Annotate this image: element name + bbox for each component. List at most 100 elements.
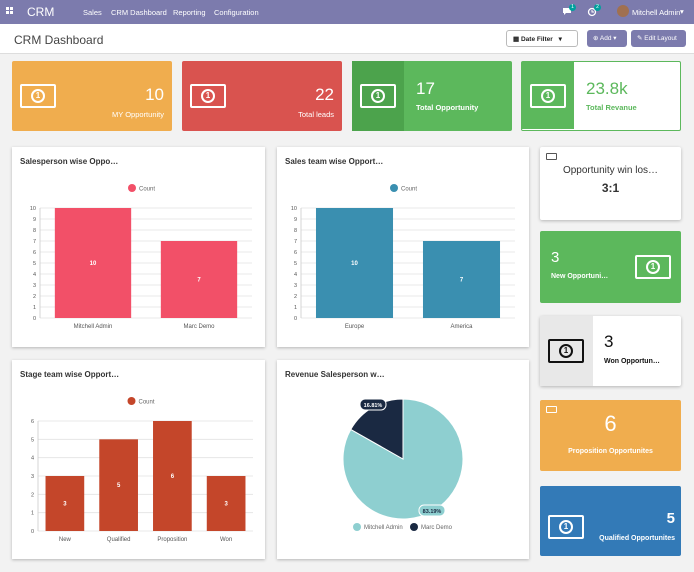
bar-data-label: 6 [171,474,175,480]
bar-data-label: 3 [224,502,228,508]
y-tick-label: 3 [294,283,297,289]
y-tick-label: 1 [31,511,34,517]
salesperson-chart-card: Salesperson wise Oppo… Count 0 1 2 3 4 5 6 7 8 9 10… [12,147,265,347]
x-tick-label: Qualified [107,537,131,543]
tile-qualified[interactable]: 1 5 Qualified Opportunites [540,486,681,556]
kpi-total-revenue[interactable]: 1 23.8k Total Revanue [521,61,681,131]
bar [153,421,192,531]
menu-configuration[interactable]: Configuration [214,8,259,17]
chart-title: Salesperson wise Oppo… [20,157,119,166]
y-tick-label: 4 [33,272,36,278]
legend-label: Count [139,187,155,193]
date-filter-button[interactable]: ▦ Date Filter ▾ [506,30,578,47]
x-tick-label: America [450,324,473,330]
tile-win-loss[interactable]: Opportunity win los… 3:1 [540,147,681,220]
bar-data-label: 3 [63,502,67,508]
bar [160,241,238,318]
y-tick-label: 10 [30,206,36,212]
x-tick-label: Marc Demo [183,324,215,330]
y-tick-label: 6 [31,419,34,425]
user-avatar[interactable] [617,5,629,17]
bar-chart-stage: Count 0 1 2 3 4 5 6 3 New 5 Qualified 6 Proposition 3 W… [31,397,253,543]
sales-team-chart-card: Sales team wise Opport… Count 0 1 2 3 4 5 6 7 8 9 1… [277,147,529,347]
pie-chart-revenue: 83.19% 16.81% Mitchell Admin Marc Demo [342,398,464,531]
user-menu[interactable]: Mitchell Admin [632,8,681,17]
x-tick-label: New [59,537,72,543]
money-icon [546,406,557,413]
bar-data-label: 10 [351,261,358,267]
tile-label: Won Opportun… [604,358,660,365]
chart-title: Sales team wise Opport… [285,157,384,166]
bar [206,476,246,531]
activity-icon[interactable]: 2 [587,4,601,19]
kpi-total-opportunity[interactable]: 1 17 Total Opportunity [352,61,512,131]
y-tick-label: 0 [31,529,34,535]
user-caret-icon[interactable]: ▾ [680,7,684,16]
y-tick-label: 8 [33,228,36,234]
bar-data-label: 5 [117,483,121,489]
top-navbar: CRM Sales CRM Dashboard Reporting Config… [0,0,694,24]
menu-reporting[interactable]: Reporting [173,8,206,17]
y-tick-label: 10 [291,206,297,212]
pie-label-bg [359,398,387,411]
kpi-value: 22 [315,85,334,104]
money-icon: 1 [20,84,56,108]
legend-label: Count [401,187,417,193]
kpi-label: Total Revanue [586,103,637,112]
menu-crm-dashboard[interactable]: CRM Dashboard [111,8,167,17]
tile-label: Proposition Opportunites [568,448,653,455]
activity-badge: 2 [594,4,601,11]
tile-won-opportunities[interactable]: 1 3 Won Opportun… [540,316,681,386]
y-tick-label: 7 [294,239,297,245]
kpi-value: 10 [145,85,164,104]
money-icon [546,153,557,160]
bar [99,439,138,531]
legend-swatch [127,397,136,405]
x-tick-label: Won [220,537,232,543]
money-icon: 1 [548,339,584,363]
tile-value: 3 [604,332,614,351]
kpi-total-leads[interactable]: 1 22 Total leads [182,61,342,131]
revenue-pie-card: Revenue Salesperson w… 83.19% 16.81% Mitch… [277,360,529,559]
bar-chart-salesperson: Count 0 1 2 3 4 5 6 7 8 9 10 10 Mitchell Admin 7 Marc D… [30,184,252,330]
caret-down-icon: ▾ [613,35,617,42]
kpi-label: MY Opportunity [112,110,164,119]
chat-icon[interactable]: 1 [562,4,576,18]
chart-title: Revenue Salesperson w… [285,370,385,379]
legend-label: Count [139,400,155,406]
kpi-label: Total Opportunity [416,103,479,112]
bar-data-label: 7 [197,278,201,284]
app-brand[interactable]: CRM [27,5,55,19]
stage-chart-card: Stage team wise Opport… Count 0 1 2 3 4 5 6 3 New… [12,360,265,559]
menu-sales[interactable]: Sales [83,8,102,17]
y-tick-label: 3 [31,474,34,480]
y-tick-label: 4 [31,456,34,462]
tile-proposition[interactable]: 6 Proposition Opportunites [540,400,681,471]
y-tick-label: 0 [294,316,297,322]
y-tick-label: 2 [294,294,297,300]
calendar-icon: ▦ [513,36,520,43]
y-tick-label: 5 [294,261,297,267]
legend-swatch [353,523,361,531]
y-tick-label: 2 [33,294,36,300]
y-tick-label: 6 [294,250,297,256]
y-tick-label: 1 [294,305,297,311]
bar [54,208,132,318]
edit-layout-button[interactable]: ✎ Edit Layout [631,30,686,47]
pencil-icon: ✎ [637,35,643,42]
y-tick-label: 9 [33,217,36,223]
kpi-my-opportunity[interactable]: 1 10 MY Opportunity [12,61,172,131]
kpi-label: Total leads [298,110,334,119]
tile-new-opportunities[interactable]: 3 New Opportuni… 1 [540,231,681,303]
legend-swatch [128,184,136,192]
y-tick-label: 0 [33,316,36,322]
money-icon: 1 [548,515,584,539]
add-button[interactable]: ⊕ Add ▾ [587,30,627,47]
legend-label: Marc Demo [421,525,453,531]
caret-down-icon: ▾ [558,36,562,43]
apps-menu-icon[interactable] [6,7,14,15]
chart-title: Stage team wise Opport… [20,370,120,379]
x-tick-label: Proposition [157,537,187,543]
legend-label: Mitchell Admin [364,525,403,531]
tile-value: 6 [604,411,617,436]
